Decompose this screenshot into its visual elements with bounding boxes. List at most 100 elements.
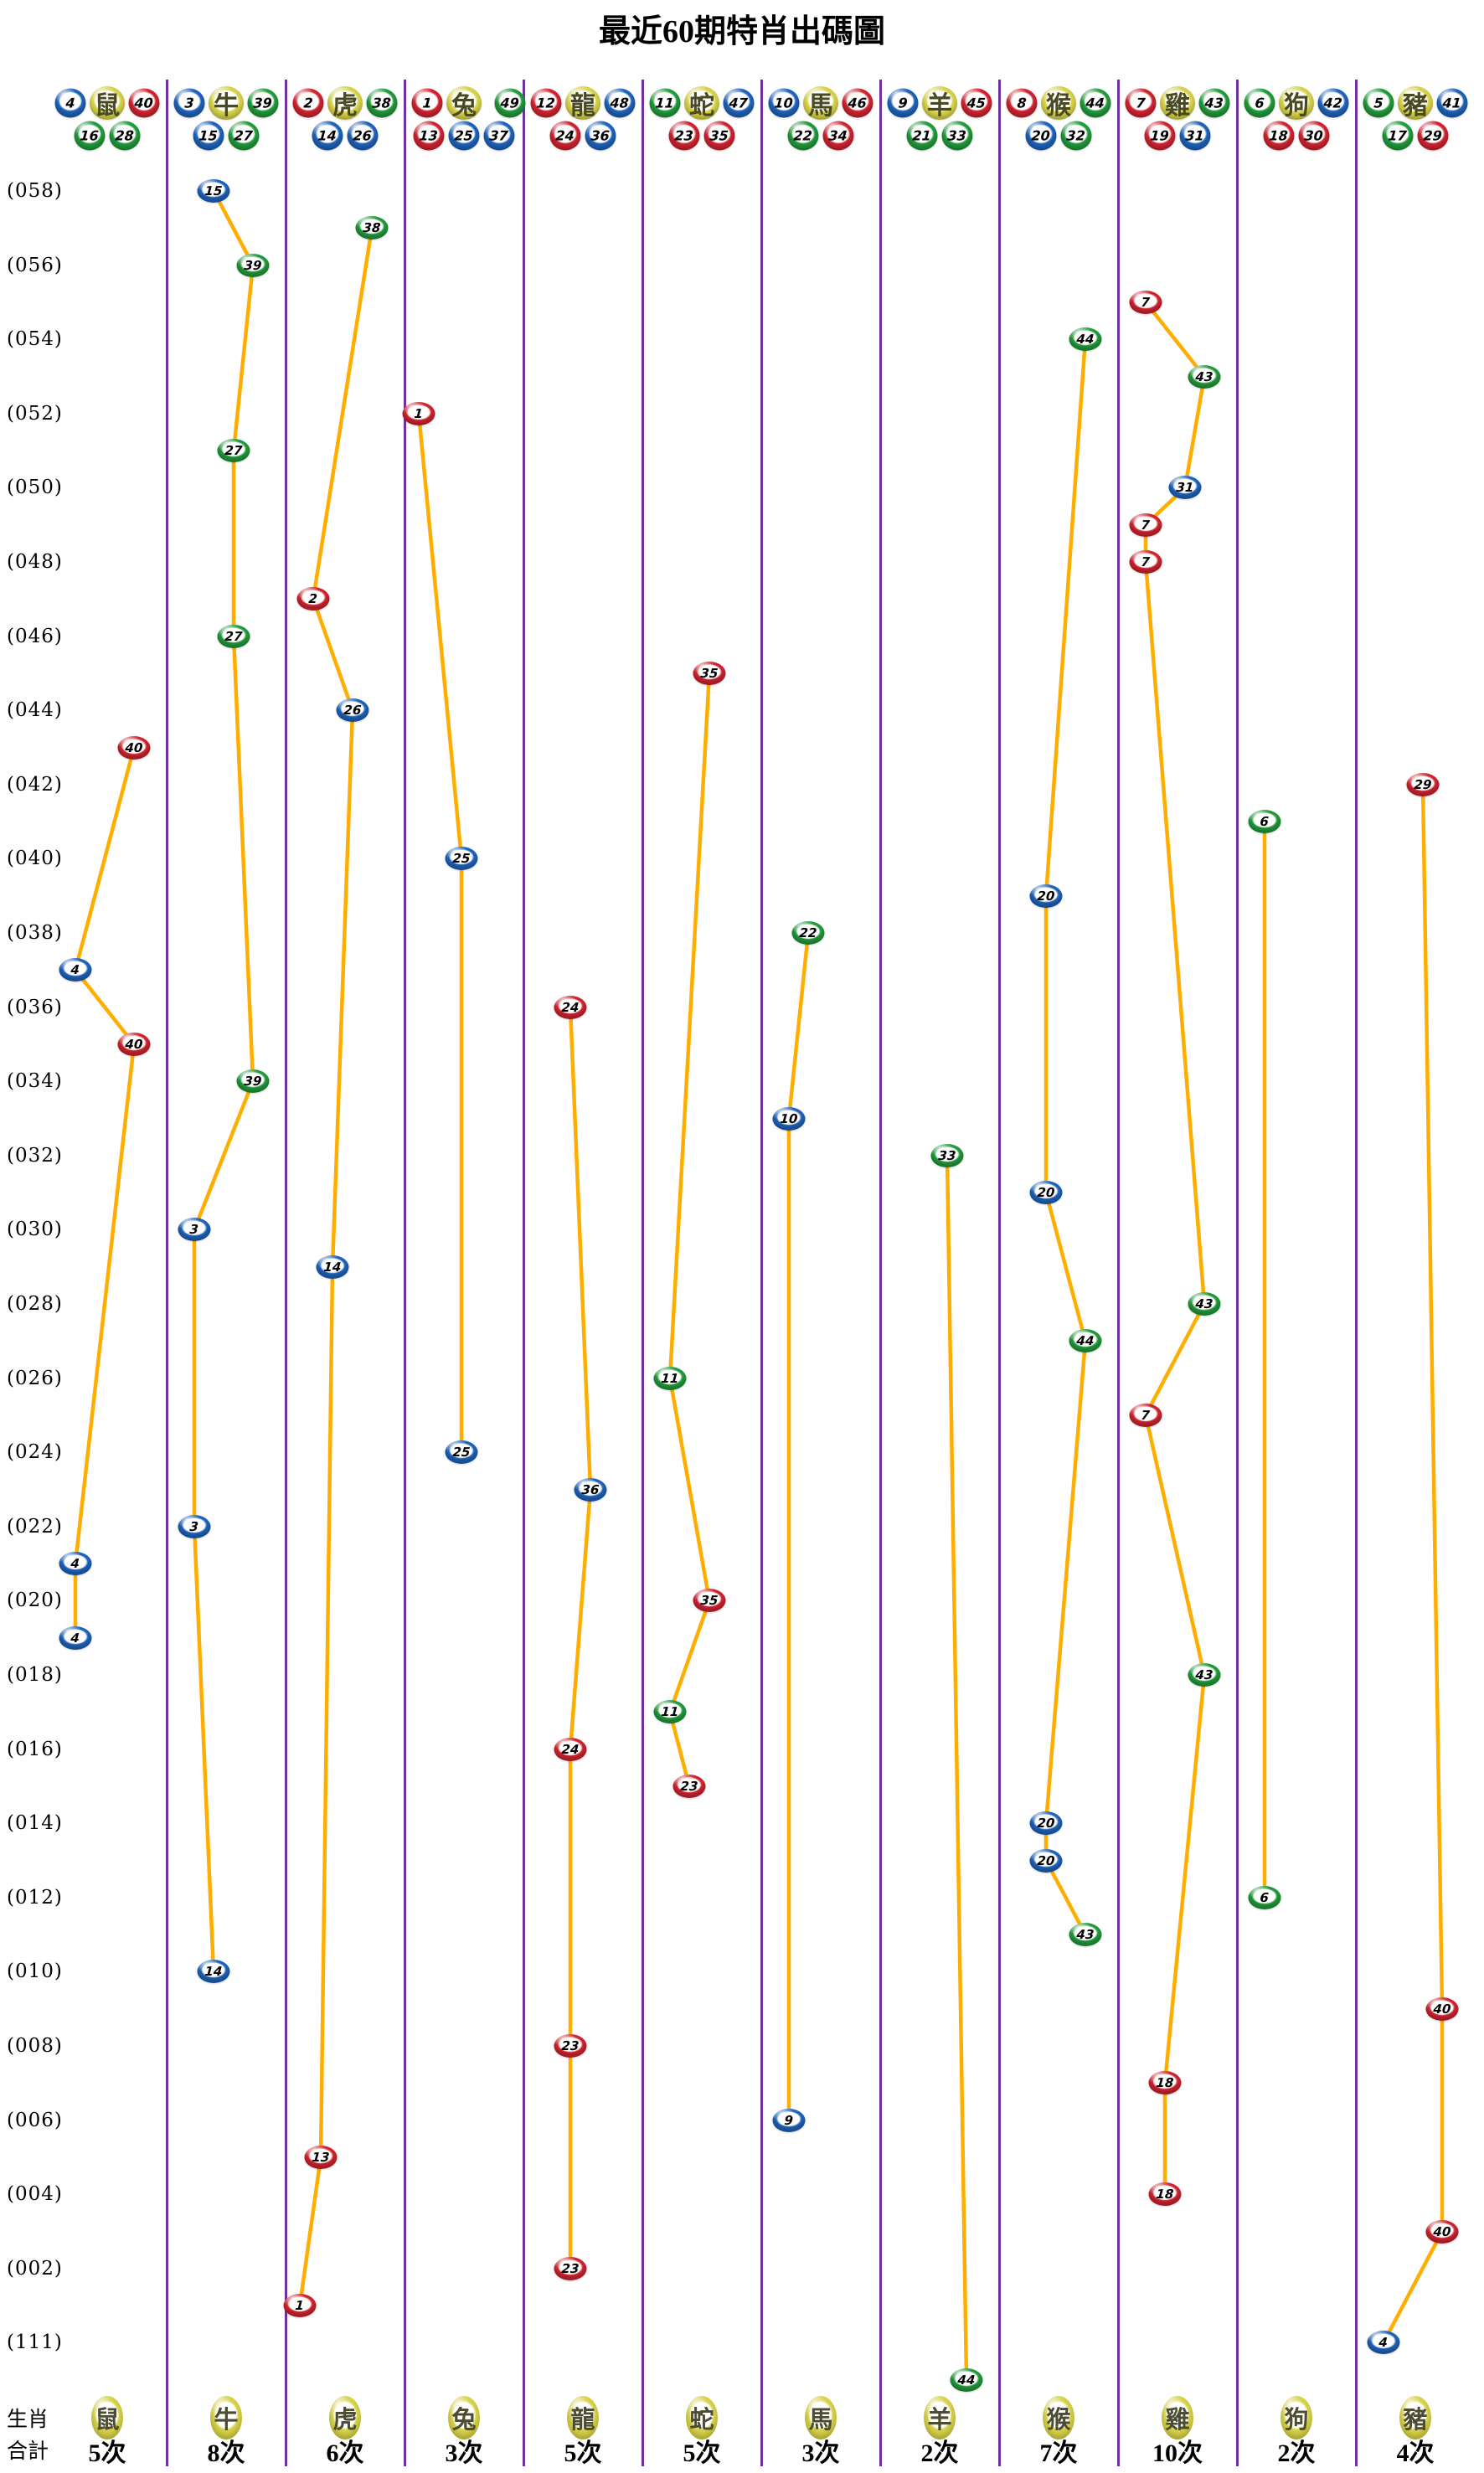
data-ball: 26 <box>336 698 369 723</box>
data-ball: 39 <box>236 253 270 277</box>
header-ball: 45 <box>961 88 992 118</box>
header-ball: 48 <box>604 88 636 118</box>
ball-number: 29 <box>1423 127 1443 144</box>
data-ball: 3 <box>178 1514 211 1538</box>
ball-number: 9 <box>784 2112 794 2128</box>
data-ball: 15 <box>197 179 230 203</box>
ball-number: 11 <box>660 1370 680 1386</box>
ball-number: 16 <box>80 127 100 144</box>
ball-number: 30 <box>1304 127 1324 144</box>
data-ball: 18 <box>1148 2182 1182 2207</box>
ball-number: 43 <box>1194 1667 1214 1682</box>
ball-number: 29 <box>1413 776 1433 792</box>
ball-number: 48 <box>610 95 630 111</box>
footer-zodiac-badge: 猴 <box>1043 2396 1074 2440</box>
footer-zodiac-badge: 狗 <box>1280 2396 1312 2440</box>
ball-number: 31 <box>1185 127 1205 144</box>
header-ball: 35 <box>703 121 735 151</box>
y-axis-period-label: (008) <box>7 2035 63 2057</box>
ball-number: 1 <box>414 405 424 421</box>
header-ball: 27 <box>228 121 260 151</box>
ball-number: 43 <box>1075 1927 1095 1943</box>
ball-number: 35 <box>699 1593 719 1609</box>
ball-number: 40 <box>1432 2001 1452 2017</box>
ball-number: 18 <box>1155 2187 1175 2203</box>
trend-line-鼠 <box>73 745 137 1640</box>
footer-zodiac-count: 10次 <box>1152 2440 1203 2467</box>
header-zodiac-ball: 羊 <box>922 86 957 121</box>
header-ball: 24 <box>549 121 581 151</box>
header-ball: 31 <box>1179 121 1211 151</box>
data-ball: 23 <box>554 2034 587 2058</box>
ball-number: 39 <box>243 1074 263 1090</box>
ball-number: 4 <box>70 962 80 978</box>
trend-line-豬 <box>1381 782 1445 2345</box>
data-ball: 25 <box>445 847 478 871</box>
data-ball: 24 <box>554 995 587 1019</box>
column-separator <box>523 80 525 2466</box>
data-ball: 44 <box>1069 327 1102 352</box>
data-ball: 13 <box>304 2145 338 2169</box>
ball-number: 49 <box>500 95 520 111</box>
footer-zodiac-count: 3次 <box>445 2440 483 2467</box>
header-ball: 14 <box>312 121 343 151</box>
data-ball: 36 <box>574 1477 607 1502</box>
ball-number: 44 <box>1075 1333 1095 1349</box>
ball-number: 42 <box>1323 95 1343 111</box>
ball-number: 33 <box>947 127 967 144</box>
footer-zodiac-count: 5次 <box>88 2440 126 2467</box>
ball-number: 37 <box>489 127 509 144</box>
footer-zodiac-badge: 蛇 <box>686 2396 718 2440</box>
trend-line-雞 <box>1143 300 1207 2197</box>
header-zodiac-ball: 鼠 <box>90 86 125 121</box>
data-ball: 7 <box>1129 513 1162 537</box>
y-axis-period-label: (014) <box>7 1812 63 1835</box>
ball-number: 27 <box>224 443 244 459</box>
trend-line-猴 <box>1043 337 1088 1937</box>
header-zodiac-ball: 雞 <box>1160 86 1195 121</box>
ball-number: 26 <box>343 703 363 719</box>
header-ball: 44 <box>1080 88 1111 118</box>
ball-number: 1 <box>421 95 433 111</box>
data-ball: 9 <box>772 2108 806 2132</box>
ball-number: 44 <box>1085 95 1105 111</box>
header-ball: 11 <box>649 88 681 118</box>
header-ball: 12 <box>530 88 562 118</box>
y-axis-period-label: (026) <box>7 1367 63 1389</box>
footer-zodiac-count: 2次 <box>920 2440 959 2467</box>
y-axis-period-label: (010) <box>7 1960 63 1983</box>
footer-zodiac-count: 2次 <box>1277 2440 1316 2467</box>
y-axis-period-label: (048) <box>7 551 63 573</box>
trend-line-龍 <box>568 1005 593 2271</box>
data-ball: 27 <box>217 439 250 463</box>
y-axis-period-label: (040) <box>7 848 63 870</box>
column-separator <box>879 80 882 2466</box>
header-zodiac-ball: 虎 <box>327 86 363 121</box>
data-ball: 43 <box>1188 1292 1221 1316</box>
y-axis-period-label: (050) <box>7 477 63 499</box>
ball-number: 27 <box>234 127 254 144</box>
ball-number: 39 <box>253 95 273 111</box>
column-separator <box>1355 80 1358 2466</box>
data-ball: 44 <box>1069 1329 1102 1353</box>
header-ball: 49 <box>494 88 526 118</box>
ball-number: 6 <box>1260 1889 1270 1905</box>
header-zodiac-ball: 狗 <box>1279 86 1314 121</box>
y-axis-period-label: (030) <box>7 1218 63 1241</box>
header-zodiac-ball: 兔 <box>446 86 482 121</box>
y-axis-period-label: (038) <box>7 922 63 944</box>
ball-number: 22 <box>798 925 818 940</box>
ball-number: 33 <box>937 1147 957 1163</box>
data-ball: 20 <box>1029 1848 1063 1873</box>
ball-number: 6 <box>1254 95 1265 111</box>
ball-number: 20 <box>1036 1816 1056 1832</box>
footer-zodiac-badge: 牛 <box>210 2396 242 2440</box>
header-ball: 22 <box>787 121 819 151</box>
ball-number: 1 <box>295 2298 305 2314</box>
header-ball: 6 <box>1244 88 1275 118</box>
footer-zodiac-badge: 豬 <box>1399 2396 1431 2440</box>
legend-total-row-label: 合計 <box>7 2440 49 2463</box>
footer-zodiac-badge: 羊 <box>924 2396 956 2440</box>
ball-number: 23 <box>674 127 694 144</box>
ball-number: 44 <box>1075 332 1095 348</box>
